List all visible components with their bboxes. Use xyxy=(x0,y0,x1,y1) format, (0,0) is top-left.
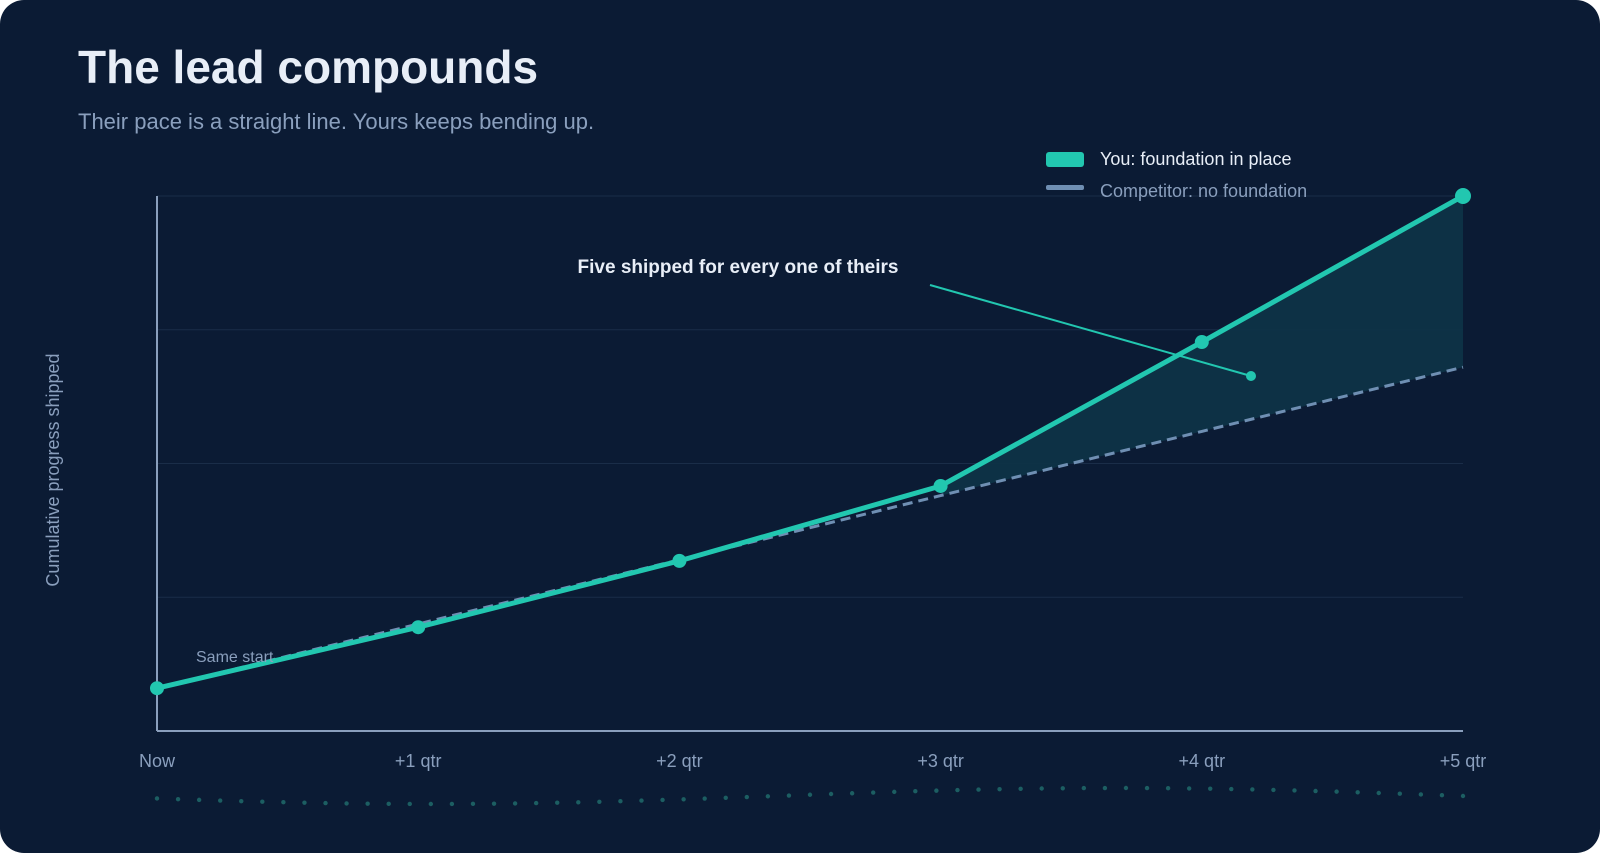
y-axis-label: Cumulative progress shipped xyxy=(43,353,63,586)
decor-dot xyxy=(639,798,644,803)
decor-dot xyxy=(1418,792,1424,797)
decor-dot xyxy=(1102,785,1108,791)
decor-dot xyxy=(660,797,665,803)
decor-dot xyxy=(1292,788,1297,793)
decor-dot xyxy=(196,797,202,803)
decor-dot xyxy=(870,790,876,795)
decor-dot xyxy=(997,786,1002,792)
decor-dot xyxy=(533,800,539,806)
legend-swatch xyxy=(1046,185,1084,190)
decor-dot xyxy=(512,801,518,806)
decor-dot xyxy=(154,796,160,801)
decor-dot xyxy=(1165,785,1171,791)
decor-dot xyxy=(175,796,181,802)
decor-dot xyxy=(1144,785,1150,791)
decor-dot xyxy=(1439,793,1445,798)
decor-dot xyxy=(1081,785,1087,791)
decor-dot xyxy=(702,796,707,801)
decor-dot xyxy=(470,801,476,807)
decor-dot xyxy=(786,793,792,798)
decor-dot xyxy=(892,789,897,795)
decor-dot xyxy=(323,800,328,806)
x-tick-label: +4 qtr xyxy=(1179,751,1226,771)
decor-dot xyxy=(1186,786,1192,791)
chart-title: The lead compounds xyxy=(78,41,538,93)
decor-dot xyxy=(744,794,750,800)
decor-dot xyxy=(1039,786,1044,791)
decor-dot xyxy=(934,788,939,793)
point xyxy=(1455,188,1471,204)
decor-dot xyxy=(555,800,560,805)
decor-dot xyxy=(807,792,813,797)
decor-dot xyxy=(1271,787,1276,793)
decor-dot xyxy=(1123,785,1129,791)
decor-dot xyxy=(217,798,223,803)
annotation-dot xyxy=(1246,371,1256,381)
decor-dot xyxy=(407,801,412,807)
decor-dot xyxy=(239,798,244,804)
decor-dot xyxy=(1313,788,1318,794)
decor-dot xyxy=(955,787,960,793)
decor-dot xyxy=(1376,790,1381,796)
point xyxy=(1194,335,1209,350)
annotation-pointer xyxy=(929,284,1252,377)
decor-dot xyxy=(344,801,349,806)
decor-dot xyxy=(828,791,834,797)
decor-dot xyxy=(576,800,581,805)
point xyxy=(150,681,164,696)
decor-dot xyxy=(1229,786,1234,792)
decor-dot xyxy=(428,801,434,807)
x-tick-label: +1 qtr xyxy=(395,751,442,771)
decor-dot xyxy=(1397,791,1403,796)
decor-dot xyxy=(449,801,455,807)
decor-dot xyxy=(1334,789,1339,794)
decor-dot xyxy=(618,799,623,804)
x-tick-label: +3 qtr xyxy=(917,751,964,771)
legend-label: Competitor: no foundation xyxy=(1100,181,1307,201)
decor-dot xyxy=(491,801,497,806)
decor-dot xyxy=(597,799,602,804)
legend-swatch xyxy=(1046,152,1084,167)
decor-dot xyxy=(386,801,391,807)
chart-subtitle: Their pace is a straight line. Yours kee… xyxy=(78,109,594,134)
decor-dot xyxy=(1460,793,1466,799)
decor-dot xyxy=(302,800,307,805)
legend-label: You: foundation in place xyxy=(1100,149,1292,169)
decor-dot xyxy=(723,795,728,801)
annotation: Same start xyxy=(196,649,274,666)
decor-dot xyxy=(849,791,855,796)
decor-dot xyxy=(260,799,265,804)
x-tick-label: Now xyxy=(139,751,176,771)
decor-dot xyxy=(365,801,370,806)
x-tick-label: +5 qtr xyxy=(1440,751,1487,771)
decor-dot xyxy=(1208,786,1213,791)
decor-dot xyxy=(913,789,918,794)
decor-dot xyxy=(1018,786,1023,791)
decor-dot xyxy=(1250,787,1255,792)
point xyxy=(672,553,687,568)
x-tick-label: +2 qtr xyxy=(656,751,703,771)
decor-dot xyxy=(1355,790,1360,795)
point xyxy=(411,620,426,635)
decor-dot xyxy=(976,787,981,792)
series-line xyxy=(156,365,1464,690)
point xyxy=(933,478,948,493)
decor-dot xyxy=(1060,786,1065,791)
series-line xyxy=(156,193,1465,691)
annotation: Five shipped for every one of theirs xyxy=(578,257,899,278)
decor-dot xyxy=(281,800,286,805)
decor-dot xyxy=(765,794,771,799)
decor-dot xyxy=(681,797,686,802)
